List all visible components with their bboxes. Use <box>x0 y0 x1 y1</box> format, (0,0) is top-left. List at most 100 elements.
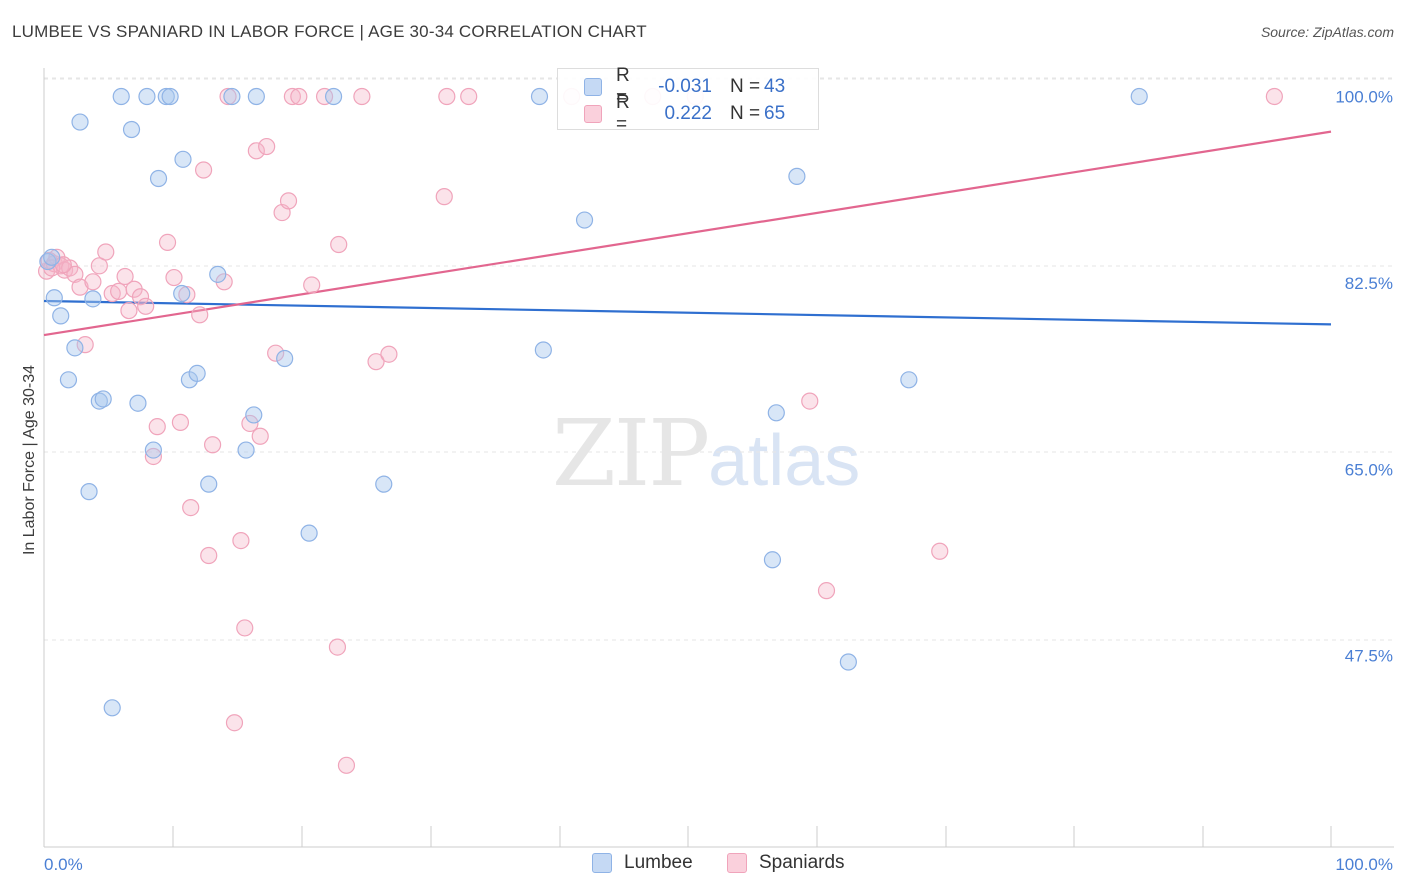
lumbee-legend-swatch <box>592 853 612 873</box>
spaniards-point-16 <box>120 301 138 320</box>
spaniards-point-47 <box>328 638 347 656</box>
tick-labels: 100.0% 82.5% 65.0% 47.5% 0.0% 100.0% In Labor … <box>21 88 1393 875</box>
spaniards-point-14 <box>110 282 128 300</box>
lumbee-point-39 <box>839 653 857 671</box>
spaniards-legend-label: Spaniards <box>759 852 845 873</box>
lumbee-point-22 <box>188 364 206 382</box>
spaniards-point-12 <box>97 243 115 261</box>
spaniards-swatch <box>584 105 602 123</box>
spaniards-legend-swatch <box>727 853 747 873</box>
legend-row-lumbee: R = -0.031 N = 43 <box>584 65 785 108</box>
spaniards-point-21 <box>148 418 166 436</box>
lumbee-point-40 <box>900 371 918 389</box>
legend-row-spaniards: R = 0.222 N = 65 <box>584 92 786 135</box>
spaniards-point-24 <box>171 413 190 431</box>
spaniards-point-34 <box>232 532 250 550</box>
watermark-zip: ZIP <box>552 400 710 507</box>
spaniards-point-39 <box>258 137 276 156</box>
spaniards-trend-line <box>43 130 1332 337</box>
spaniards-point-45 <box>303 276 321 294</box>
spaniards-point-61 <box>931 542 949 560</box>
spaniards-point-51 <box>367 353 385 371</box>
lumbee-point-19 <box>173 284 191 303</box>
spaniards-point-13 <box>103 284 121 303</box>
lumbee-point-3 <box>59 371 78 389</box>
gridlines <box>44 77 1394 641</box>
spaniards-point-7 <box>66 265 84 283</box>
spaniards-point-30 <box>203 436 222 454</box>
lumbee-trend-line <box>43 299 1332 326</box>
spaniards-point-33 <box>225 714 244 732</box>
r-label: R = <box>616 92 630 135</box>
lumbee-point-1 <box>45 289 63 307</box>
spaniards-point-60 <box>817 582 836 600</box>
spaniards-point-50 <box>353 87 371 106</box>
lumbee-point-35 <box>575 211 594 229</box>
spaniards-point-59 <box>801 392 819 410</box>
watermark-atlas: atlas <box>708 421 861 501</box>
spaniards-point-29 <box>200 546 218 565</box>
spaniards-point-35 <box>236 619 254 637</box>
data-points <box>37 87 1283 774</box>
lumbee-point-31 <box>324 87 343 106</box>
spaniards-point-32 <box>219 87 237 106</box>
lumbee-point-12 <box>122 120 141 139</box>
lumbee-swatch <box>584 78 602 96</box>
legend-item-spaniards[interactable]: Spaniards <box>727 852 845 874</box>
lumbee-point-37 <box>767 404 785 422</box>
spaniards-point-40 <box>267 344 285 362</box>
y-tick-label-0: 100.0% <box>1335 88 1393 107</box>
lumbee-point-18 <box>161 87 179 106</box>
lumbee-point-6 <box>80 483 98 501</box>
spaniards-point-52 <box>380 345 398 363</box>
lumbee-point-14 <box>138 87 156 106</box>
spaniards-point-54 <box>438 87 456 106</box>
spaniards-point-11 <box>90 257 108 275</box>
spaniards-point-23 <box>165 268 183 287</box>
lumbee-point-28 <box>247 87 265 106</box>
lumbee-point-38 <box>788 167 806 185</box>
lumbee-point-7 <box>84 290 102 308</box>
lumbee-point-33 <box>530 87 549 106</box>
y-tick-label-2: 65.0% <box>1345 460 1393 479</box>
legend-item-lumbee[interactable]: Lumbee <box>592 852 693 874</box>
source-label: Source: ZipAtlas.com <box>1260 24 1394 40</box>
axes <box>43 68 1394 848</box>
stats-legend: R = -0.031 N = 43 R = 0.222 N = 65 <box>557 65 819 135</box>
spaniards-point-25 <box>178 285 196 304</box>
lumbee-point-36 <box>763 551 782 569</box>
lumbee-point-13 <box>129 394 147 412</box>
spaniards-point-20 <box>144 447 162 466</box>
spaniards-point-48 <box>330 235 348 254</box>
spaniards-point-10 <box>84 273 102 291</box>
spaniards-point-22 <box>158 233 177 252</box>
lumbee-point-16 <box>149 169 168 188</box>
spaniards-point-42 <box>279 192 298 210</box>
lumbee-point-42 <box>43 248 61 266</box>
y-tick-label-3: 47.5% <box>1345 647 1393 666</box>
lumbee-point-30 <box>300 524 318 542</box>
x-tick-label-left: 0.0% <box>44 855 83 874</box>
chart-title: LUMBEE VS SPANIARD IN LABOR FORCE | AGE … <box>12 22 647 41</box>
y-tick-label-1: 82.5% <box>1345 274 1393 293</box>
spaniards-point-28 <box>194 161 213 179</box>
lumbee-point-27 <box>245 406 263 424</box>
spaniards-point-38 <box>251 427 269 445</box>
trend-lines <box>43 130 1332 337</box>
lumbee-point-32 <box>375 475 393 493</box>
spaniards-point-49 <box>337 756 356 774</box>
spaniards-point-18 <box>131 288 150 306</box>
lumbee-point-11 <box>112 87 130 106</box>
spaniards-point-46 <box>315 87 334 106</box>
series-legend: Lumbee Spaniards <box>0 852 1406 878</box>
lumbee-point-15 <box>144 441 162 459</box>
lumbee-point-23 <box>200 475 218 493</box>
lumbee-point-5 <box>71 113 89 131</box>
x-tick-label-right: 100.0% <box>1335 855 1393 874</box>
y-axis-title: In Labor Force | Age 30-34 <box>21 365 38 555</box>
spaniards-point-36 <box>241 414 259 433</box>
n-value: 65 <box>764 103 786 124</box>
spaniards-point-53 <box>435 188 453 206</box>
lumbee-legend-label: Lumbee <box>624 852 693 873</box>
